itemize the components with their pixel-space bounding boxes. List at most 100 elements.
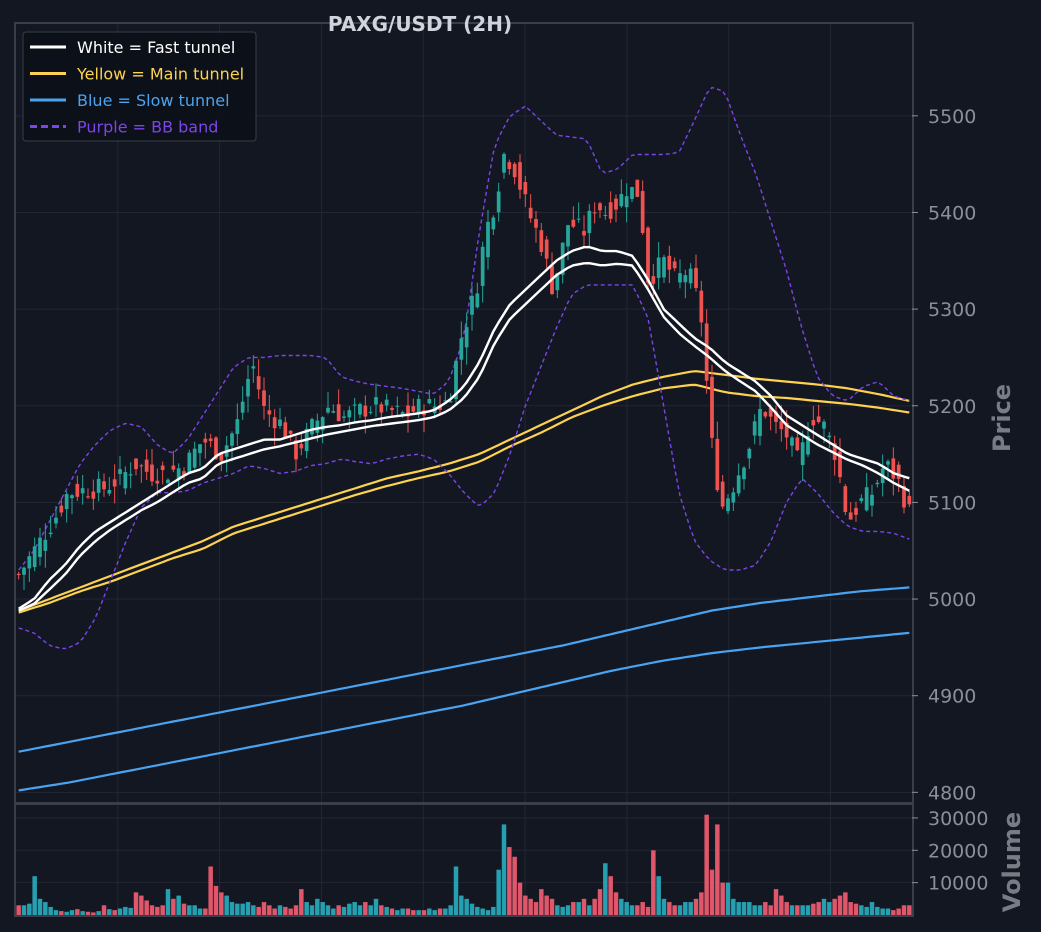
candle-body [688,268,693,284]
candle-body [22,567,26,575]
candle-body [454,360,458,400]
volume-bar [437,908,443,915]
candle-body [278,419,282,427]
volume-bar [37,898,43,915]
candle-body [235,419,240,435]
volume-bar [795,905,800,915]
candle-body [832,443,837,460]
volume-bar [197,908,203,915]
candle [896,461,901,493]
candle [64,491,69,523]
volume-bar [581,898,587,915]
candle [891,447,896,496]
bb-upper [18,86,910,571]
candle-body [75,483,80,497]
volume-bar [603,863,608,915]
volume-bar [389,908,395,915]
candle [299,433,304,456]
volume-bar [464,898,469,915]
volume-bar [512,856,517,915]
candle [827,432,832,449]
candle-body [64,493,69,510]
candle-body [678,273,682,283]
candle [715,421,720,493]
candle-body [262,390,266,406]
volume-bar [768,905,773,915]
volume-bar [661,898,667,915]
volume-bar [357,905,363,915]
volume-bar [843,892,848,915]
candle [203,432,208,459]
candle [278,407,282,429]
volume-bar [704,814,709,915]
candle [678,259,682,289]
main-tunnel-upper [18,370,910,612]
candle [459,321,464,375]
candle-body [598,203,602,211]
candle-body [747,448,752,459]
candle [43,523,48,568]
candle [598,201,602,219]
volume-bar [747,902,752,915]
candle-body [480,246,485,286]
volume-bar [352,902,357,915]
candle [352,397,357,423]
candle [742,466,746,490]
volume-bar [208,866,213,915]
volume-bar [667,902,672,915]
volume-bar [229,902,235,915]
candle-body [139,465,144,467]
candle-body [907,495,912,505]
candle-body [758,408,762,437]
legend-label: Blue = Slow tunnel [77,91,230,110]
candle-body [54,517,58,524]
candle [102,473,106,497]
candle-body [347,410,352,418]
candle [848,502,853,520]
volume-bar [629,905,635,915]
volume-bar [619,898,624,915]
candle [128,462,133,489]
volume-bar [85,911,91,915]
slow-tunnel-lower [18,631,910,792]
candle [374,383,378,417]
legend: White = Fast tunnel Yellow = Main tunnel B… [22,31,257,142]
candle [384,393,389,412]
candle [859,494,864,504]
candle-body [555,273,560,291]
candle-body [779,421,784,430]
candle [443,391,448,403]
candle-body [448,401,453,403]
candle [395,396,400,416]
volume-bar [283,906,288,915]
price-tick-label: 5000 [928,589,976,611]
volume-bar [832,898,837,915]
volume-bar [683,902,688,915]
volume-bar [213,885,219,915]
candle-body [870,494,874,506]
candle [491,215,496,235]
candle [486,210,490,270]
volume-bar [293,905,299,915]
candle-body [699,290,704,323]
candle [230,431,234,462]
candle [747,447,752,469]
candle-body [763,412,768,417]
candle [539,222,544,256]
volume-bar [395,910,400,915]
volume-bar [309,905,315,915]
candle-body [608,202,613,219]
candle-body [672,261,677,269]
candle [640,180,645,236]
candle-body [523,182,528,195]
candle-body [59,505,64,513]
legend-label: Yellow = Main tunnel [76,65,244,84]
candle-body [198,444,202,454]
volume-bar [363,902,368,915]
volume-bar [187,905,192,915]
candle-body [352,404,357,406]
candle [790,435,794,457]
candle-body [587,210,592,234]
candle [507,159,512,175]
candle-body [16,573,21,576]
